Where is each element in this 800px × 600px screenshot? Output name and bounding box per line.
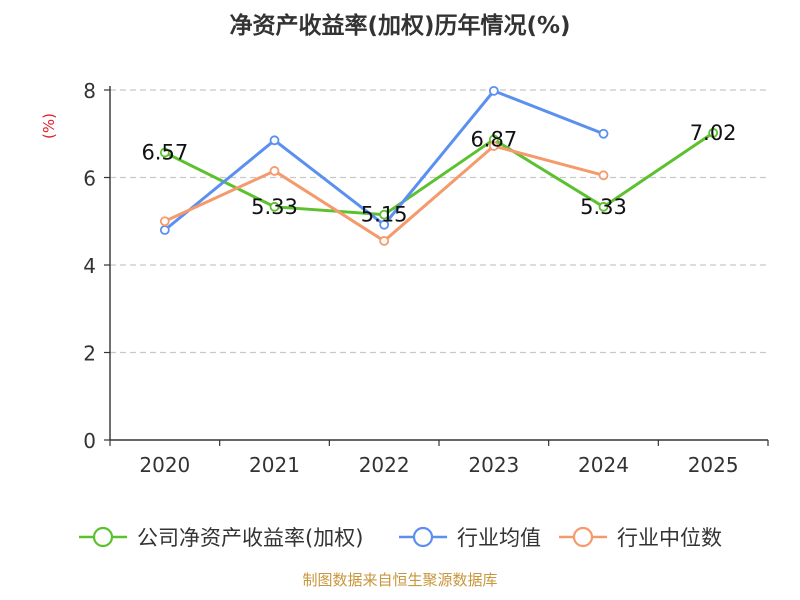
data-point	[598, 201, 609, 212]
data-point	[708, 127, 719, 138]
legend-marker-2	[572, 526, 594, 548]
x-tick-label: 2023	[468, 453, 519, 477]
data-point	[269, 201, 280, 212]
data-point	[159, 216, 170, 227]
legend-marker-1	[412, 526, 434, 548]
data-point	[379, 236, 390, 246]
y-tick-label: 4	[83, 254, 96, 278]
y-axis-label: (%)	[40, 113, 58, 139]
data-label: 5.15	[361, 203, 408, 227]
x-tick-label: 2025	[688, 453, 739, 477]
y-tick-label: 0	[83, 429, 96, 453]
y-tick-label: 2	[83, 342, 96, 366]
data-point	[159, 147, 170, 158]
legend-label-2: 行业中位数	[617, 526, 722, 550]
data-label: 5.33	[580, 195, 627, 219]
legend-label-0: 公司净资产收益率(加权)	[137, 526, 363, 550]
data-point	[488, 141, 499, 151]
y-tick-label: 8	[83, 79, 96, 103]
x-tick-label: 2022	[359, 453, 410, 477]
data-point	[159, 225, 170, 235]
data-point	[269, 166, 280, 176]
data-point	[598, 128, 609, 139]
x-tick-label: 2021	[249, 453, 300, 477]
data-point	[488, 85, 499, 96]
data-point	[379, 219, 390, 230]
data-point	[598, 170, 609, 181]
data-label: 6.57	[141, 141, 188, 165]
legend-marker-0	[92, 526, 114, 548]
y-tick-label: 6	[83, 167, 96, 191]
chart-title: 净资产收益率(加权)历年情况(%)	[229, 13, 571, 39]
x-tick-label: 2020	[139, 453, 190, 477]
x-tick-label: 2024	[578, 453, 629, 477]
source-note: 制图数据来自恒生聚源数据库	[302, 571, 498, 589]
data-label: 7.02	[690, 121, 737, 145]
data-point	[269, 135, 280, 146]
legend-label-1: 行业均值	[457, 526, 541, 550]
data-point	[379, 209, 390, 220]
data-label: 6.87	[470, 127, 517, 151]
series-line-0	[164, 131, 715, 217]
data-label: 5.33	[251, 195, 298, 219]
